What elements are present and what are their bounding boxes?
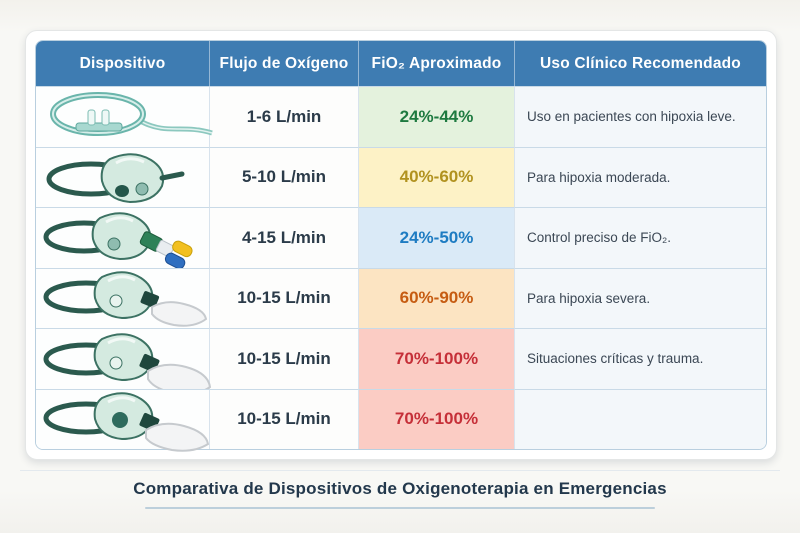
fio2-value: 24%-44%	[358, 86, 514, 147]
divider	[20, 470, 780, 471]
fio2-value: 24%-50%	[358, 207, 514, 268]
header-fio2: FiO₂ Aproximado	[358, 41, 514, 86]
clinical-use: Para hipoxia moderada.	[514, 146, 766, 207]
clinical-use: Uso en pacientes con hipoxia leve.	[514, 86, 766, 147]
flow-value: 10-15 L/min	[209, 388, 358, 449]
flow-value: 1-6 L/min	[209, 86, 358, 147]
fio2-value: 40%-60%	[358, 146, 514, 207]
clinical-use	[514, 388, 766, 449]
device-cell	[36, 328, 212, 396]
device-cell	[36, 388, 210, 452]
flow-value: 10-15 L/min	[209, 328, 358, 389]
flow-value: 10-15 L/min	[209, 267, 358, 328]
device-cell	[36, 267, 209, 328]
flow-value: 4-15 L/min	[209, 207, 358, 268]
caption-underline	[145, 507, 655, 509]
fio2-value: 70%-100%	[358, 388, 514, 449]
comparison-card: Dispositivo Flujo de Oxígeno FiO₂ Aproxi…	[25, 30, 777, 460]
fio2-value: 60%-90%	[358, 267, 514, 328]
flow-value: 5-10 L/min	[209, 146, 358, 207]
clinical-use: Para hipoxia severa.	[514, 267, 766, 328]
device-cell	[36, 207, 209, 270]
fio2-value: 70%-100%	[358, 328, 514, 389]
header-uso-clinico: Uso Clínico Recomendado	[514, 41, 766, 86]
oxygen-devices-table: Dispositivo Flujo de Oxígeno FiO₂ Aproxi…	[35, 40, 767, 452]
device-cell	[36, 146, 209, 207]
clinical-use: Control preciso de FiO₂.	[514, 207, 766, 268]
header-flujo: Flujo de Oxígeno	[209, 41, 358, 86]
clinical-use: Situaciones críticas y trauma.	[514, 328, 766, 389]
device-cell	[36, 86, 213, 147]
header-dispositivo: Dispositivo	[36, 41, 209, 86]
page-title: Comparativa de Dispositivos de Oxigenote…	[133, 479, 667, 498]
